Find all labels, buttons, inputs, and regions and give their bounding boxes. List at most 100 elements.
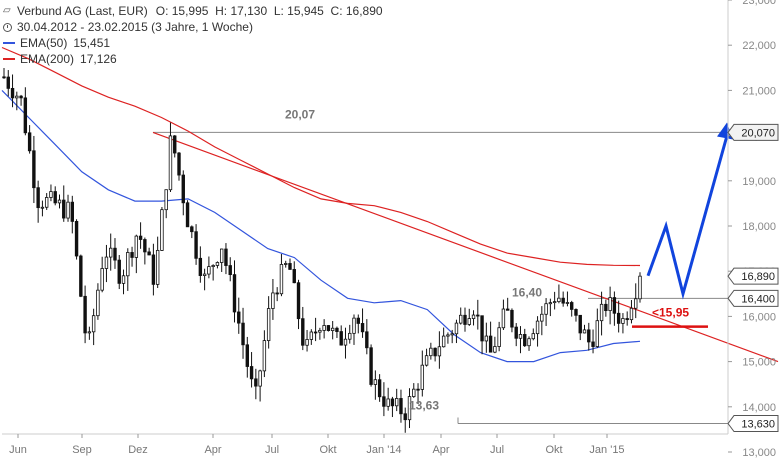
candle-body	[578, 314, 582, 334]
candle	[454, 319, 459, 344]
candle-body	[463, 314, 467, 325]
candle	[386, 387, 390, 411]
candle	[574, 308, 578, 322]
candle-body	[582, 329, 587, 334]
candle-body	[621, 318, 625, 324]
y-tick-label: 13,000	[742, 447, 776, 459]
candle	[177, 152, 181, 181]
candle	[599, 291, 604, 336]
candle-body	[130, 252, 134, 258]
y-tick-label: 19,000	[742, 176, 776, 188]
x-tick-label: Okt	[545, 444, 562, 456]
candle-body	[44, 197, 49, 208]
candle	[488, 321, 493, 353]
candle	[109, 233, 113, 271]
candle	[19, 94, 23, 106]
candle-body	[109, 247, 113, 258]
candle-body	[493, 346, 497, 353]
candle-body	[450, 333, 454, 336]
annotations: 20,07 16,40 13,63 <15,95	[285, 107, 689, 412]
candle-body	[595, 320, 600, 347]
candle	[62, 185, 66, 222]
horizontal-levels	[153, 131, 728, 425]
candle-body	[330, 327, 335, 332]
candle	[168, 122, 173, 193]
candle	[322, 319, 326, 339]
candle	[288, 258, 292, 270]
candle	[138, 222, 143, 249]
candle	[66, 194, 70, 222]
candle-body	[292, 269, 296, 284]
candle	[266, 296, 271, 349]
candle	[160, 207, 164, 251]
candle-body	[113, 247, 117, 261]
candle-body	[531, 333, 535, 340]
candle-body	[484, 335, 489, 342]
legend-ema50-row: EMA(50) 15,451	[3, 35, 383, 51]
candle-body	[138, 235, 143, 240]
candle	[23, 87, 28, 136]
candle	[190, 225, 194, 239]
price-box: 16,400	[727, 289, 779, 307]
candle	[181, 170, 185, 216]
candle-body	[412, 388, 416, 397]
annotation-label: 13,63	[409, 399, 439, 413]
legend-period: 30.04.2012 - 23.02.2015 (3 Jahre, 1 Woch…	[17, 20, 253, 34]
x-tick-label: Jul	[490, 444, 504, 456]
ema50-line	[1, 89, 641, 363]
candle-body	[249, 366, 254, 380]
candle-body	[616, 312, 621, 324]
candle	[279, 254, 284, 297]
candle	[104, 244, 109, 283]
candle-body	[369, 347, 373, 385]
candle-body	[143, 239, 147, 253]
candle-body	[32, 150, 36, 189]
candle	[313, 317, 318, 342]
candle-body	[591, 341, 595, 347]
candle	[284, 260, 288, 268]
x-tick-label: Dez	[128, 444, 148, 456]
candle-body	[279, 264, 284, 295]
candle	[565, 291, 570, 307]
candle-body	[339, 331, 343, 346]
x-tick-label: Apr	[432, 444, 449, 456]
candle	[173, 135, 177, 158]
candle-body	[194, 231, 198, 259]
candle-body	[202, 273, 207, 276]
candle	[561, 291, 565, 307]
candle	[117, 254, 121, 290]
candle	[412, 383, 416, 398]
candle	[44, 193, 49, 210]
candle-body	[70, 201, 74, 222]
price-box-shape	[727, 267, 779, 285]
candle	[360, 308, 365, 338]
candle-body	[258, 370, 262, 387]
trend-line	[152, 131, 779, 363]
projection-path	[646, 135, 729, 300]
candle	[155, 236, 160, 289]
candle	[416, 383, 420, 404]
candle-body	[181, 174, 185, 204]
candle-body	[53, 191, 57, 204]
candle-body	[535, 320, 540, 335]
x-tick-label: Apr	[204, 444, 221, 456]
price-box-label: 20,070	[741, 127, 775, 139]
legend-ema200-row: EMA(200) 17,126	[3, 51, 383, 67]
candle	[467, 308, 471, 327]
candle	[40, 200, 45, 217]
candle	[258, 369, 262, 402]
candle-body	[638, 275, 642, 300]
candle-body	[574, 309, 578, 316]
candle-body	[625, 318, 629, 321]
candle	[70, 195, 74, 234]
candle	[578, 314, 582, 341]
candle	[202, 268, 207, 291]
candle	[629, 300, 634, 324]
candle	[10, 74, 15, 108]
candle	[407, 388, 412, 429]
candle	[74, 219, 79, 260]
candle-body	[343, 338, 348, 346]
candle	[373, 370, 378, 400]
candle	[548, 298, 553, 317]
candle-body	[480, 315, 484, 342]
